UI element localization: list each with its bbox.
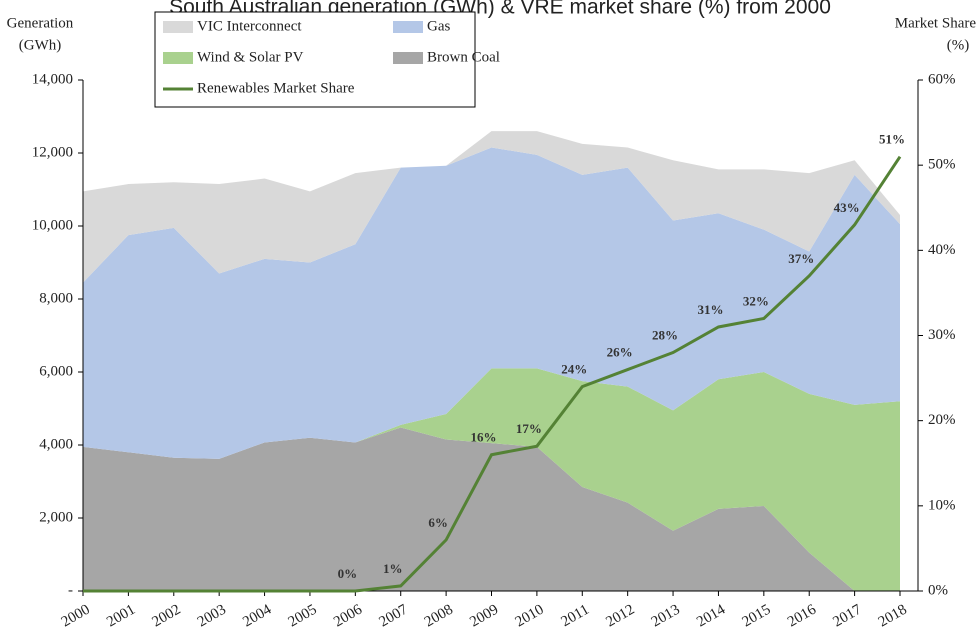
y2-tick-label: 40% [928,242,956,258]
data-label: 37% [788,251,814,266]
y-axis-label: (GWh) [19,37,61,53]
legend-label: Gas [427,18,450,34]
area [83,131,900,283]
area [83,427,900,591]
data-label: 26% [607,345,633,360]
legend-label: Renewables Market Share [197,80,355,96]
line [83,155,902,593]
data-label: 17% [516,421,542,436]
x-tick-label: 2004 [240,601,274,630]
x-tick-label: 2006 [331,601,365,630]
y-tick-label: 8,000 [39,290,73,306]
y-tick-label: 14,000 [32,71,73,87]
area [83,147,900,459]
y2-tick-label: 10% [928,497,956,513]
data-label: 51% [879,132,905,147]
legend-label: Brown Coal [427,49,500,65]
x-tick-label: 2009 [467,602,501,631]
legend: VIC Interconnect Gas Wind & Solar PV Brown … [154,11,500,108]
data-label: 0% [338,566,358,581]
areas [83,131,900,591]
y-tick-label: - [68,582,73,598]
x-tick-label: 2002 [150,602,184,631]
x-tick-label: 2010 [513,602,547,631]
legend-label: Wind & Solar PV [197,49,304,65]
data-label: 6% [428,515,448,530]
y-axis-label: Generation [7,15,74,31]
x-tick-label: 2017 [830,601,864,630]
x-tick-label: 2018 [876,602,910,631]
data-label: 31% [697,302,723,317]
x-tick-label: 2000 [59,602,93,631]
y2-axis-label: (%) [947,37,970,53]
y-tick-label: 10,000 [32,217,73,233]
y-tick-label: 6,000 [39,363,73,379]
y2-tick-label: 30% [928,327,956,343]
data-label: 1% [383,561,403,576]
y2-axis-label: Market Share [895,15,976,31]
legend-swatch [393,21,423,33]
data-label: 28% [652,328,678,343]
x-tick-label: 2013 [649,602,683,631]
y-tick-label: 12,000 [32,144,73,160]
legend-swatch [393,52,423,64]
data-label: 43% [834,200,860,215]
x-tick-label: 2001 [104,602,138,631]
x-tick-label: 2015 [740,602,774,631]
y2-tick-label: 50% [928,157,956,173]
legend-swatch [163,52,193,64]
area [83,368,900,591]
x-tick-label: 2016 [785,601,819,630]
data-label: 24% [561,362,587,377]
y-tick-label: 2,000 [39,509,73,525]
data-label: 32% [743,293,769,308]
y2-tick-label: 20% [928,412,956,428]
x-tick-label: 2011 [558,602,592,631]
data-label: 16% [471,430,497,445]
x-tick-label: 2007 [376,601,410,630]
legend-swatch [163,21,193,33]
legend-label: VIC Interconnect [197,18,302,34]
x-tick-label: 2012 [603,602,637,631]
y2-tick-label: 0% [928,582,948,598]
y-tick-label: 4,000 [39,436,73,452]
y2-tick-label: 60% [928,71,956,87]
x-tick-label: 2008 [422,602,456,631]
x-tick-label: 2003 [195,602,229,631]
x-tick-label: 2005 [286,602,320,631]
x-tick-label: 2014 [694,601,728,630]
